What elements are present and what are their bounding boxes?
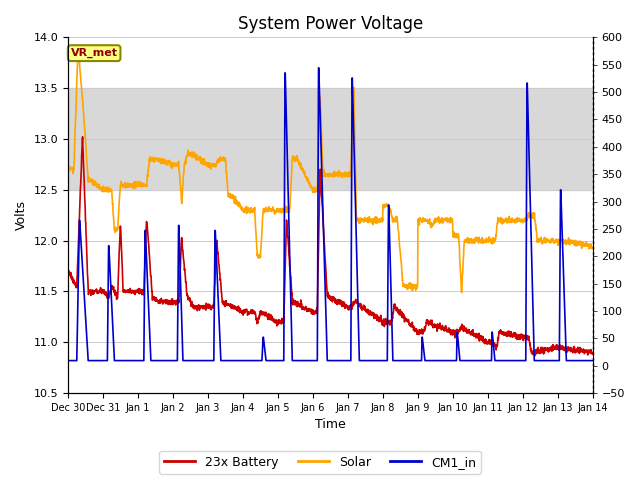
Y-axis label: Volts: Volts	[15, 200, 28, 230]
Title: System Power Voltage: System Power Voltage	[237, 15, 423, 33]
Text: VR_met: VR_met	[70, 48, 118, 58]
Legend: 23x Battery, Solar, CM1_in: 23x Battery, Solar, CM1_in	[159, 451, 481, 474]
X-axis label: Time: Time	[315, 419, 346, 432]
Bar	[68, 88, 593, 190]
